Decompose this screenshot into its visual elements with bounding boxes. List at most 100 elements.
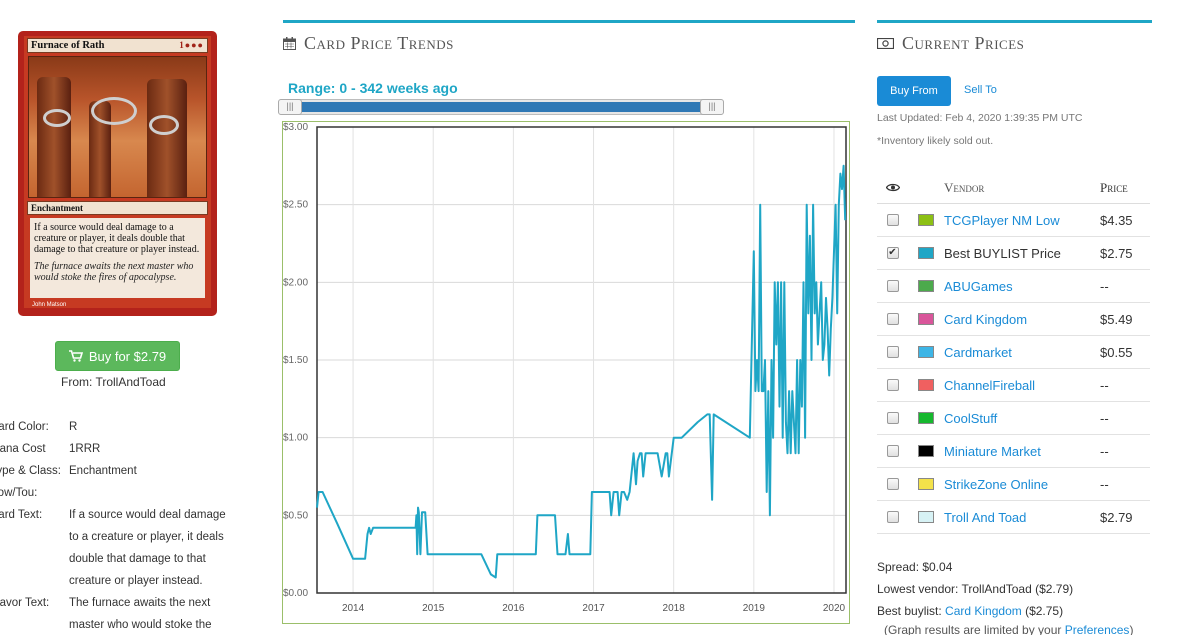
vendor-name[interactable]: Miniature Market [944,443,1041,459]
vendor-color-swatch [918,412,934,424]
trends-title-text: Card Price Trends [304,33,454,53]
vendor-name[interactable]: ABUGames [944,278,1013,294]
price-chart[interactable]: $0.00 $0.50 $1.00 $1.50 $2.00 $2.50 $3.00 2014 2… [282,121,850,624]
vendor-row: Cardmarket $0.55 [877,336,1150,369]
buy-button[interactable]: Buy for $2.79 [55,341,180,371]
graph-note-end: ) [1129,623,1134,635]
tab-sell-to[interactable]: Sell To [964,84,997,96]
vendor-checkbox[interactable] [886,511,899,523]
visibility-icon[interactable] [877,183,908,192]
card-flavor-text: The furnace awaits the next master who w… [34,261,194,283]
range-label: Range: 0 - 342 weeks ago [288,80,458,96]
vendor-row: ✔ Best BUYLIST Price $2.75 [877,237,1150,270]
vendor-price: $5.49 [1100,311,1133,327]
vendor-color-swatch [918,280,934,292]
vendor-row: Troll And Toad $2.79 [877,501,1150,534]
vendor-row: ChannelFireball -- [877,369,1150,402]
buy-button-label: Buy for $2.79 [88,348,167,364]
card-image[interactable]: Furnace of Rath 1●●● Enchantment If a so… [18,31,217,316]
prices-title: Current Prices [877,33,1024,54]
vendor-name[interactable]: TCGPlayer NM Low [944,212,1060,228]
prices-rule [877,20,1152,23]
vendor-name: Best BUYLIST Price [944,245,1061,261]
vendor-price: -- [1100,410,1109,426]
vendor-name[interactable]: Card Kingdom [944,311,1028,327]
range-slider-fill [289,102,709,112]
last-updated: Last Updated: Feb 4, 2020 1:39:35 PM UTC [877,112,1083,124]
vendor-checkbox[interactable] [886,412,899,424]
price-chart-svg: $0.00 $0.50 $1.00 $1.50 $2.00 $2.50 $3.00 2014 2… [283,122,847,614]
vendor-checkbox[interactable] [886,313,899,325]
plot-area-frame [316,126,847,594]
attribute-value: If a source would deal damage to a creat… [69,509,226,587]
art-pillar-right [147,79,187,197]
x-tick-label: 2020 [823,603,846,614]
card-frame: Furnace of Rath 1●●● Enchantment If a so… [24,36,211,308]
y-tick-label: $1.00 [283,433,308,444]
vendor-checkbox[interactable] [886,214,899,226]
range-slider[interactable]: ||| ||| [278,99,724,115]
vendor-name[interactable]: StrikeZone Online [944,476,1049,492]
vendor-row: StrikeZone Online -- [877,468,1150,501]
vendor-row: Card Kingdom $5.49 [877,303,1150,336]
card-rules-text: If a source would deal damage to a creat… [34,222,200,255]
art-coil [91,97,137,125]
attribute-key: Card Color: [0,421,49,433]
vendor-table: Vendor Price TCGPlayer NM Low $4.35 ✔ Best … [877,172,1150,534]
trends-title: Card Price Trends [283,33,454,54]
vendor-row: CoolStuff -- [877,402,1150,435]
y-tick-label: $3.00 [283,122,308,133]
vendor-column-header: Vendor [944,179,985,195]
vendor-checkbox[interactable] [886,379,899,391]
graph-note: (Graph results are limited by your Prefe… [884,623,1133,635]
lowest-vendor: Lowest vendor: TrollAndToad ($2.79) [877,582,1074,596]
cart-icon [68,350,83,362]
x-tick-label: 2017 [582,603,605,614]
vendor-price: -- [1100,278,1109,294]
x-tick-label: 2015 [422,603,445,614]
x-tick-label: 2018 [663,603,686,614]
prices-title-text: Current Prices [902,33,1025,53]
trends-rule [283,20,855,23]
attribute-row: Pow/Tou: [0,482,230,504]
vendor-color-swatch [918,247,934,259]
vendor-price: -- [1100,377,1109,393]
vendor-name[interactable]: Cardmarket [944,344,1012,360]
price-summary: Spread: $0.04 Lowest vendor: TrollAndToa… [877,556,1073,622]
vendor-row: Miniature Market -- [877,435,1150,468]
vendor-checkbox[interactable] [886,445,899,457]
card-mana-symbols: 1●●● [179,40,204,50]
art-pillar-mid [89,101,111,197]
x-tick-label: 2019 [743,603,766,614]
vendor-checkbox[interactable] [886,280,899,292]
preferences-link[interactable]: Preferences [1064,623,1130,635]
vendor-row: TCGPlayer NM Low $4.35 [877,204,1150,237]
range-handle-end[interactable]: ||| [700,99,724,115]
vendor-checkbox[interactable]: ✔ [886,247,899,259]
tab-buy-from[interactable]: Buy From [877,76,951,106]
vendor-checkbox[interactable] [886,478,899,490]
best-buylist-vendor-link[interactable]: Card Kingdom [945,604,1022,618]
calendar-icon [283,37,296,50]
y-tick-label: $0.00 [283,588,308,599]
attribute-value: R [69,421,78,433]
graph-note-text: (Graph results are limited by your [884,623,1065,635]
attribute-row: Mana Cost 1RRR [0,438,230,460]
attribute-key: Card Text: [0,509,43,521]
vendor-price: -- [1100,443,1109,459]
card-name: Furnace of Rath [31,40,105,51]
attribute-row: Card Text: If a source would deal damage … [0,504,230,592]
y-tick-label: $2.00 [283,277,308,288]
vendor-name[interactable]: Troll And Toad [944,509,1027,525]
vendor-row: ABUGames -- [877,270,1150,303]
card-attributes: Card Color: R Mana Cost 1RRR Type & Class: En… [0,416,230,635]
vendor-table-header: Vendor Price [877,172,1150,204]
vendor-name[interactable]: CoolStuff [944,410,998,426]
range-handle-start[interactable]: ||| [278,99,302,115]
x-tick-label: 2016 [502,603,525,614]
art-pillar-left [37,77,71,197]
vendor-name[interactable]: ChannelFireball [944,377,1036,393]
price-column-header: Price [1100,179,1128,195]
card-text-box: If a source would deal damage to a creat… [30,218,205,298]
vendor-checkbox[interactable] [886,346,899,358]
